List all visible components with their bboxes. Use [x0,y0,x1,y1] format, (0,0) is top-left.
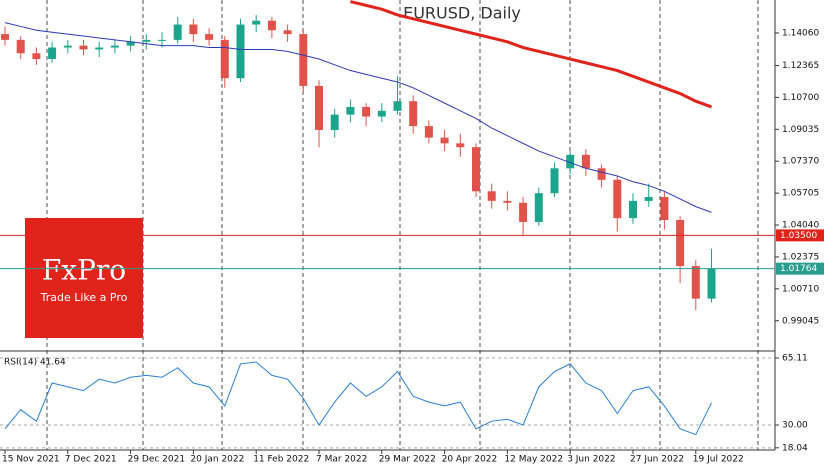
candle-body [566,154,575,169]
candle-body [456,143,465,148]
candle-body [32,53,41,60]
y-tick-label: 30.00 [782,420,808,430]
candle-body [16,39,25,54]
candle-body [613,179,622,219]
x-tick-label: 29 Mar 2022 [379,455,436,465]
candle-body [63,45,72,48]
x-tick-label: 29 Dec 2021 [128,455,186,465]
y-tick-label: 1.05705 [782,189,819,199]
candle-body [644,197,653,201]
x-tick-label: 3 Jun 2022 [567,455,615,465]
candle-body [346,106,355,115]
candle-body [110,45,119,48]
chart-title: EURUSD, Daily [403,4,521,23]
candle-body [315,85,323,130]
x-tick-label: 19 Jul 2022 [693,455,744,465]
y-tick-label: 1.07370 [782,157,819,167]
logo: FxPro Trade Like a Pro [25,218,143,338]
level-label-box [776,262,824,275]
x-tick-label: 7 Dec 2021 [65,455,117,465]
level-label: 1.03500 [780,231,817,241]
logo-tagline: Trade Like a Pro [40,291,128,304]
candle-body [629,200,637,219]
candle-body [95,47,104,50]
y-tick-label: 1.14060 [782,28,819,38]
candle-body [472,147,480,192]
candle-body [79,45,88,50]
candle-body [503,200,512,203]
level-label-box [776,229,824,242]
candle-body [267,20,276,31]
candle-body [142,39,151,42]
candle-body [581,154,590,169]
candle-body [550,168,559,194]
candle-body [440,137,449,144]
candle-body [707,268,716,299]
candle-body [330,114,339,130]
candle-body [299,34,308,86]
candle-body [487,191,496,201]
candle-body [519,202,528,222]
rsi-title: RSI(14) 41.64 [4,358,66,368]
rsi-line [4,361,712,436]
candle-body [126,41,135,46]
y-tick-label: 1.00710 [782,284,819,294]
y-tick-label: 1.10700 [782,93,819,103]
candle-body [173,24,182,40]
x-tick-label: 27 Jun 2022 [630,455,684,465]
x-tick-label: 7 Mar 2022 [316,455,367,465]
y-tick-label: 1.09035 [782,125,819,135]
candle-body [377,110,386,117]
candle-body [409,101,418,127]
y-tick-label: 1.02375 [782,252,819,262]
candle-body [393,101,402,111]
x-tick-label: 11 Feb 2022 [253,455,309,465]
candle-body [48,47,57,60]
candle-body [424,126,433,138]
moving-average [4,22,712,213]
x-tick-label: 12 May 2022 [504,455,563,465]
logo-brand: FxPro [42,254,126,287]
candle-body [220,39,229,79]
moving-average [350,0,713,109]
x-tick-label: 20 Apr 2022 [442,455,498,465]
x-tick-label: 15 Nov 2021 [2,455,60,465]
y-tick-label: 18.04 [782,443,808,453]
candle-body [597,168,606,180]
candle-body [534,193,543,222]
candle-body [362,106,371,117]
y-tick-label: 65.11 [782,353,808,363]
candle-body [236,24,245,79]
y-tick-label: 1.12365 [782,61,819,71]
candle-body [691,266,700,299]
candle-body [205,34,214,40]
logo-box [25,218,143,338]
y-tick-label: 0.99045 [782,316,819,326]
candle-body [189,24,198,35]
candle-body [1,34,9,40]
level-label: 1.01764 [780,264,817,274]
y-tick-label: 1.04040 [782,221,819,231]
candle-body [252,20,261,25]
x-tick-label: 20 Jan 2022 [190,455,244,465]
candle-body [158,39,166,41]
candle-body [660,197,669,221]
candle-body [676,220,685,267]
candle-body [283,30,292,35]
